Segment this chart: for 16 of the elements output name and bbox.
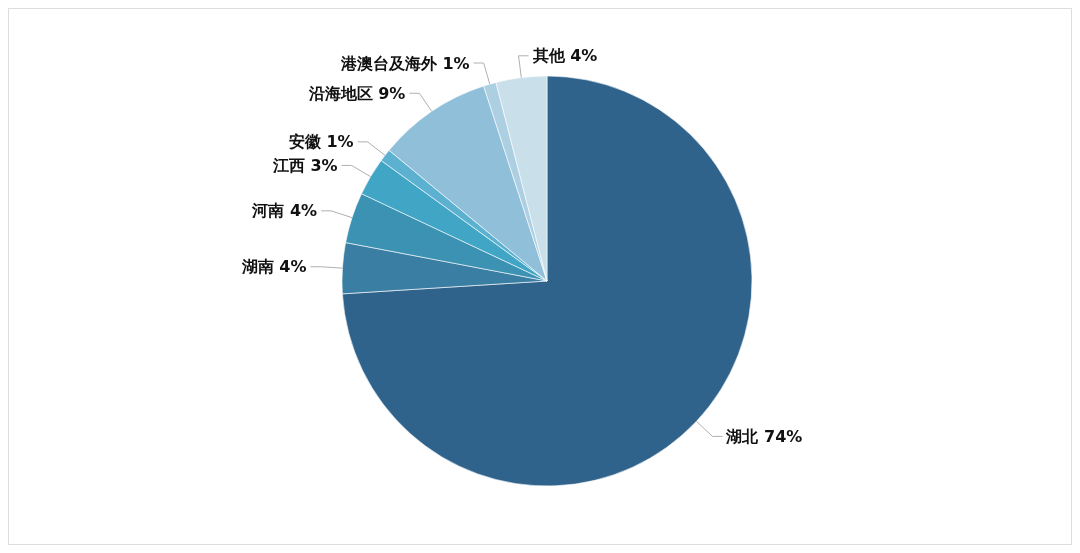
slice-label: 沿海地区 xyxy=(308,83,373,103)
data-label: 4% xyxy=(289,201,318,221)
slice-label: 安徽 xyxy=(288,132,321,152)
slice-label: 其他 xyxy=(532,46,565,66)
slice-label: 河南 xyxy=(252,201,285,221)
slice-label: 湖南 xyxy=(241,257,274,277)
data-label: 4% xyxy=(279,257,307,277)
data-label: 3% xyxy=(310,156,338,176)
data-label: 1% xyxy=(326,132,354,152)
data-label: 9% xyxy=(378,83,406,103)
data-label: 1% xyxy=(442,53,470,73)
slice-label: 湖北 xyxy=(726,426,759,446)
slice-label: 江西 xyxy=(272,156,305,176)
data-label: 74% xyxy=(764,426,803,446)
slice-label: 港澳台及海外 xyxy=(340,53,437,73)
data-label: 4% xyxy=(570,46,598,66)
